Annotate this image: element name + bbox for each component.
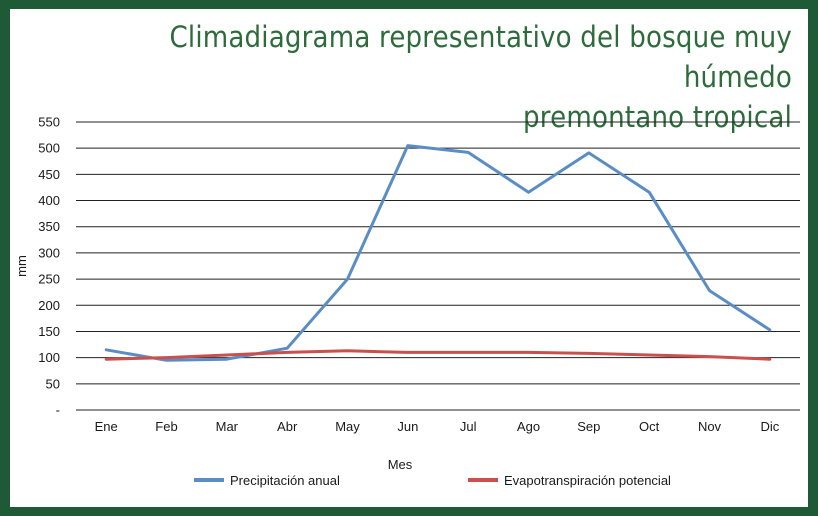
- x-axis-ticks: Ene Feb Mar Abr May Jun Jul Ago Sep Oct Nov Dic: [95, 419, 780, 434]
- x-tick-label: Feb: [155, 419, 177, 434]
- chart-title: Climadiagrama representativo del bosque …: [162, 17, 792, 137]
- x-tick-label: Sep: [577, 419, 600, 434]
- x-tick-label: Dic: [760, 419, 779, 434]
- y-tick-label: -: [56, 403, 60, 418]
- x-tick-label: Ago: [517, 419, 540, 434]
- legend-label-1: Precipitación anual: [230, 473, 340, 488]
- gridlines: [76, 121, 800, 411]
- y-tick-label: 450: [38, 167, 60, 182]
- y-tick-label: 550: [38, 115, 60, 130]
- chart-frame: Climadiagrama representativo del bosque …: [10, 9, 808, 507]
- x-tick-label: Oct: [639, 419, 660, 434]
- y-tick-label: 500: [38, 141, 60, 156]
- chart-title-line-1: Climadiagrama representativo del bosque …: [169, 20, 793, 94]
- x-tick-label: Jun: [397, 419, 418, 434]
- x-tick-label: Jul: [460, 419, 477, 434]
- x-axis-label: Mes: [388, 457, 413, 472]
- chart-title-line-2: premontano tropical: [523, 100, 792, 134]
- y-axis-ticks: - 50 100 150 200 250 300 350 400 450 500 550: [38, 115, 60, 418]
- y-tick-label: 350: [38, 219, 60, 234]
- series-line-1: [104, 144, 772, 362]
- y-tick-label: 250: [38, 272, 60, 287]
- y-axis-label: mm: [14, 255, 29, 277]
- series-lines: [104, 144, 772, 362]
- legend-label-2: Evapotranspiración potencial: [504, 473, 671, 488]
- x-tick-label: Ene: [95, 419, 118, 434]
- x-tick-label: Nov: [698, 419, 722, 434]
- y-tick-label: 150: [38, 324, 60, 339]
- x-tick-label: Mar: [216, 419, 239, 434]
- y-tick-label: 50: [46, 376, 60, 391]
- x-tick-label: May: [335, 419, 360, 434]
- x-tick-label: Abr: [277, 419, 298, 434]
- y-tick-label: 300: [38, 245, 60, 260]
- y-tick-label: 200: [38, 298, 60, 313]
- series-line-2: [104, 349, 772, 361]
- y-tick-label: 400: [38, 193, 60, 208]
- legend: Precipitación anual Evapotranspiración po…: [194, 473, 671, 488]
- y-tick-label: 100: [38, 350, 60, 365]
